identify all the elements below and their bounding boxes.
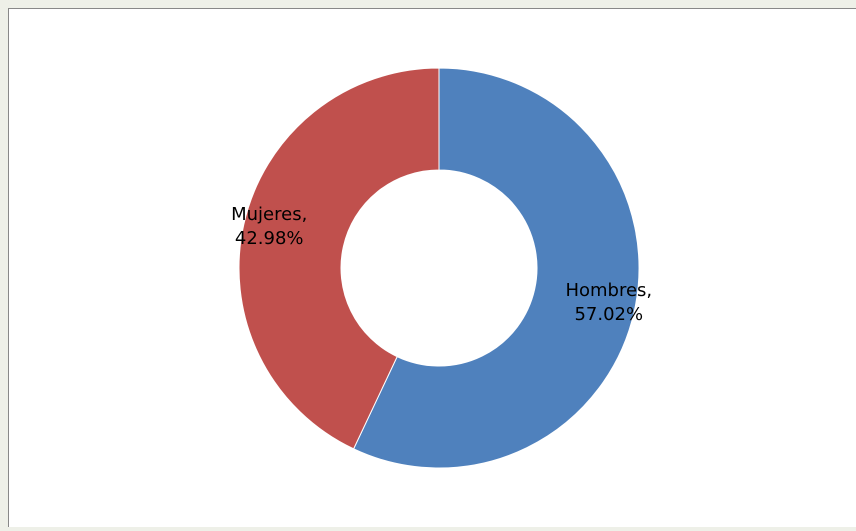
data-label-category: Hombres, [565, 280, 652, 301]
data-label-category: Mujeres, [231, 204, 307, 225]
data-label-value: 42.98% [235, 228, 304, 249]
data-label-value: 57.02% [574, 304, 643, 325]
